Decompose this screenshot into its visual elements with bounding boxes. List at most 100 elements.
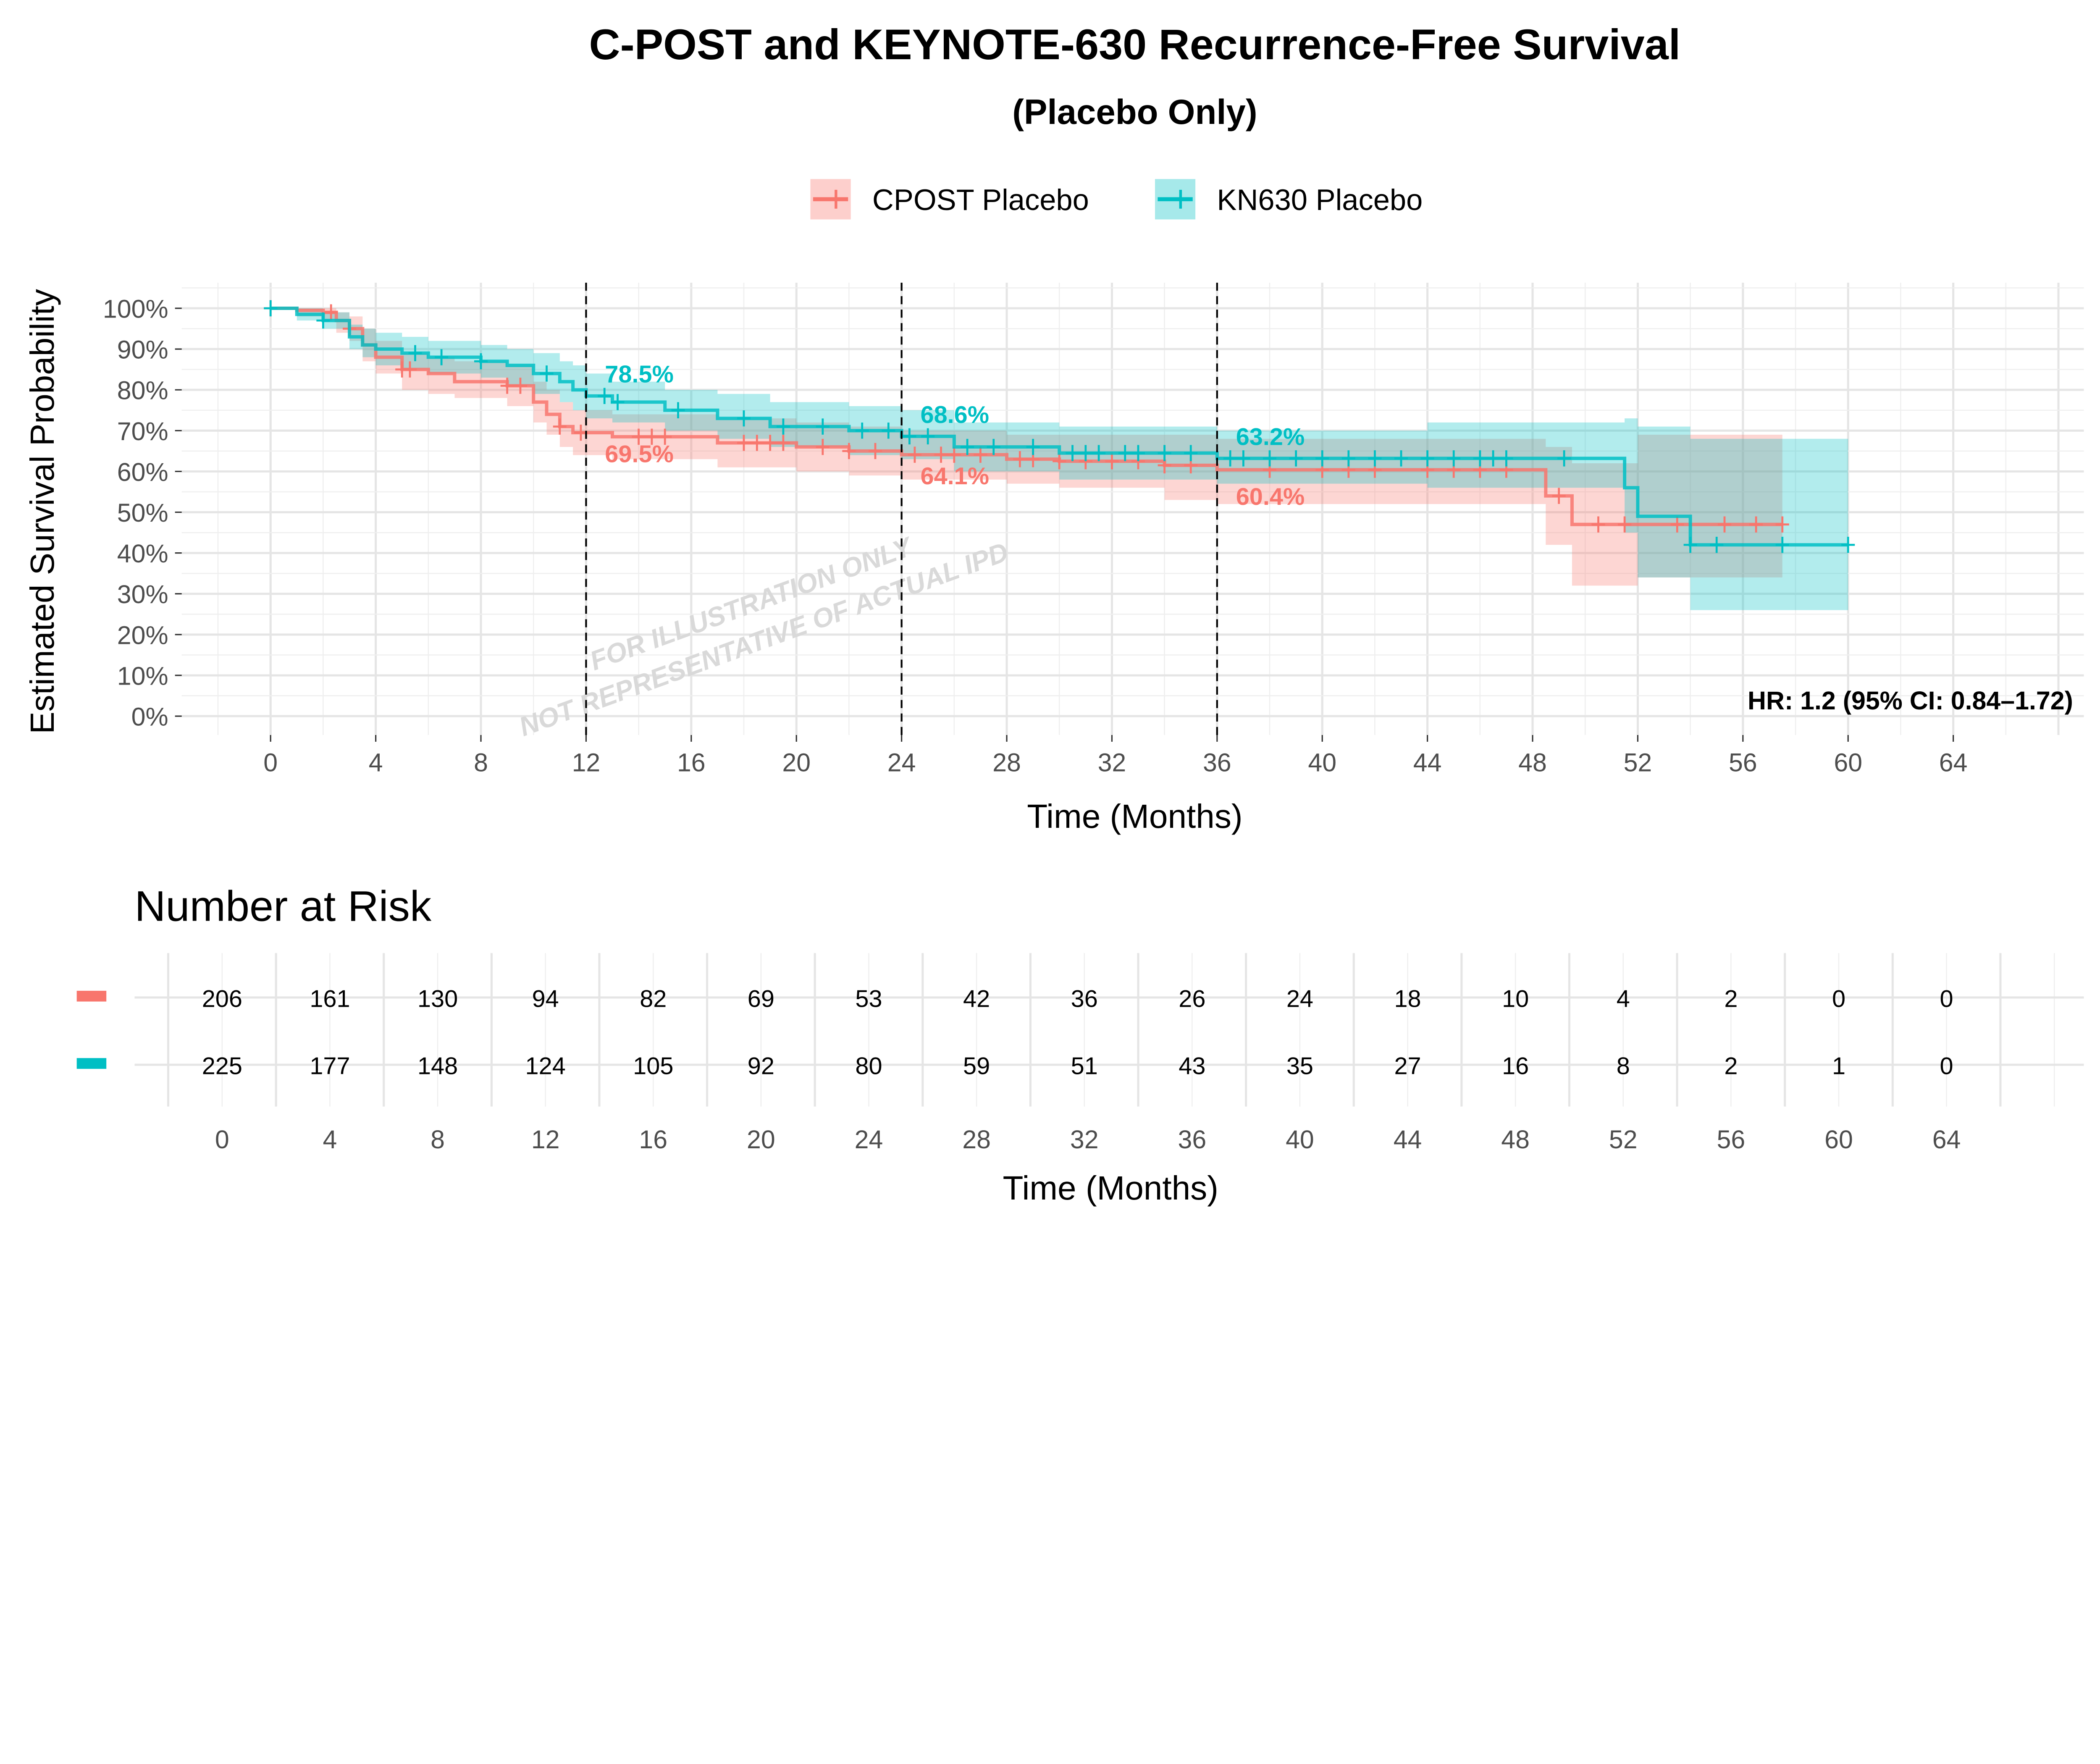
y-axis-title: Estimated Survival Probability [23,289,61,734]
censor-mark [1118,445,1132,461]
y-tick-label: 0% [131,703,168,731]
survival-label: 69.5% [605,441,674,468]
censor-mark [1670,516,1684,533]
censor-mark [408,345,422,362]
risk-count: 59 [963,1053,990,1080]
risk-count: 16 [1502,1053,1529,1080]
censor-mark [1105,453,1119,470]
x-axis-title: Time (Months) [1027,797,1242,835]
censor-mark [1092,445,1106,461]
legend-item-cpost[interactable]: CPOST Placebo [810,179,1089,220]
y-tick-label: 60% [117,458,168,486]
risk-count: 148 [417,1053,458,1080]
risk-table: Number at Risk 206 161 130 94 82 69 53 42 36 26 24… [76,882,2084,1207]
risk-x-tick-label: 8 [430,1125,445,1154]
censor-mark [737,410,751,427]
risk-table-title: Number at Risk [135,882,432,930]
censor-mark [1341,450,1355,467]
censor-mark [500,378,514,394]
censor-mark [1026,438,1040,455]
x-tick-label: 20 [782,748,811,777]
legend-item-kn630[interactable]: KN630 Placebo [1155,179,1423,220]
censor-mark [908,446,921,463]
risk-x-tick-label: 28 [962,1125,991,1154]
censor-mark [961,438,974,455]
survival-label: 68.6% [920,402,989,428]
survival-label: 63.2% [1236,423,1305,450]
risk-count: 26 [1179,985,1205,1012]
censor-mark [553,418,567,435]
censor-mark [671,402,685,418]
x-tick-label: 0 [263,748,278,777]
censor-mark [435,349,449,365]
censor-mark [1775,516,1789,533]
x-tick-label: 56 [1729,748,1757,777]
risk-count: 18 [1394,985,1421,1012]
censor-mark [1289,450,1303,467]
risk-count: 24 [1286,985,1313,1012]
censor-mark [1131,445,1145,461]
x-tick-label: 8 [474,748,488,777]
risk-x-tick-label: 32 [1070,1125,1099,1154]
risk-count: 43 [1179,1053,1205,1080]
censor-mark [869,443,882,459]
risk-count: 27 [1394,1053,1421,1080]
censor-mark [1079,445,1092,461]
censor-mark [776,418,790,435]
x-tick-label: 44 [1413,748,1442,777]
censor-mark [1683,537,1697,553]
censor-mark [1447,450,1461,467]
censor-mark [324,304,338,320]
risk-x-tick-label: 16 [639,1125,667,1154]
censor-mark [816,418,830,435]
x-tick-label: 60 [1834,748,1862,777]
censor-mark [1552,488,1566,504]
risk-x-tick-label: 0 [215,1125,229,1154]
censor-mark [855,423,869,439]
censor-mark [1749,516,1763,533]
censor-mark [1263,450,1277,467]
y-tick-label: 10% [117,662,168,690]
risk-x-tick-label: 40 [1286,1125,1314,1154]
risk-count: 35 [1286,1053,1313,1080]
censor-mark [598,388,612,404]
risk-row-color-key [76,1058,107,1069]
censor-mark [1499,450,1513,467]
censor-mark [1053,453,1066,470]
risk-x-tick-label: 44 [1394,1125,1422,1154]
risk-count: 161 [310,985,350,1012]
legend: CPOST Placebo KN630 Placebo [810,179,1423,220]
risk-count: 2 [1724,1053,1738,1080]
censor-mark [882,423,895,439]
risk-count: 8 [1617,1053,1630,1080]
risk-x-tick-label: 64 [1932,1125,1961,1154]
x-tick-label: 52 [1624,748,1652,777]
censor-mark [1486,450,1500,467]
censor-mark [1368,450,1382,467]
censor-mark [1394,450,1408,467]
risk-count: 206 [202,985,242,1012]
censor-mark [974,446,987,463]
risk-x-tick-label: 60 [1824,1125,1853,1154]
censor-mark [842,443,856,459]
censor-mark [316,312,330,329]
censor-mark [1618,516,1632,533]
risk-count: 0 [1832,985,1845,1012]
chart-title: C-POST and KEYNOTE-630 Recurrence-Free S… [589,20,1681,68]
y-tick-label: 30% [117,580,168,609]
risk-count: 36 [1071,985,1098,1012]
risk-x-tick-label: 20 [747,1125,775,1154]
y-tick-label: 20% [117,621,168,649]
censor-mark [776,435,790,451]
y-tick-label: 50% [117,499,168,527]
censor-mark [750,435,764,451]
x-tick-label: 4 [369,748,383,777]
censor-mark [1775,537,1789,553]
y-tick-label: 40% [117,539,168,568]
risk-count: 177 [310,1053,350,1080]
censor-mark [474,353,488,370]
risk-count: 51 [1071,1053,1098,1080]
censor-mark [816,438,830,455]
x-tick-label: 48 [1518,748,1547,777]
